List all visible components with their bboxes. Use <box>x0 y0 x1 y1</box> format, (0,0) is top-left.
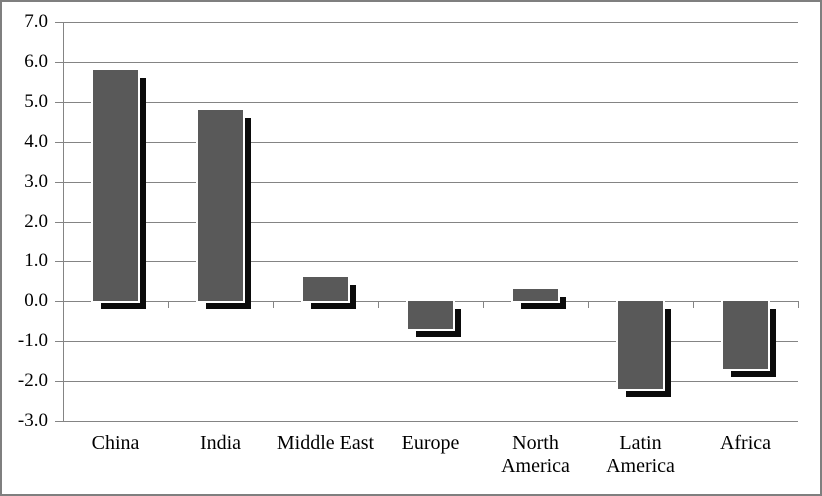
gridline <box>63 22 798 23</box>
x-axis-tick <box>168 301 169 309</box>
x-axis-tick <box>378 301 379 309</box>
x-axis-label-india: India <box>199 432 242 454</box>
y-axis-label: 7.0 <box>24 11 48 32</box>
x-axis-label-north-america: North America <box>501 432 570 477</box>
y-axis-tick <box>55 341 63 343</box>
x-axis-tick <box>63 301 64 309</box>
y-axis-tick <box>55 381 63 383</box>
y-axis-label: 5.0 <box>24 90 48 112</box>
y-axis-tick <box>55 61 63 63</box>
y-axis-label: -3.0 <box>17 410 48 431</box>
y-axis-label: 3.0 <box>24 170 48 192</box>
y-axis-tick <box>55 301 63 303</box>
gridline <box>63 341 798 343</box>
x-axis-label-latin-america: Latin America <box>606 432 675 477</box>
gridline <box>63 61 798 63</box>
y-axis-label: 0.0 <box>24 290 48 312</box>
bar-europe <box>408 301 453 330</box>
gridline <box>63 221 798 223</box>
y-axis-line <box>63 22 64 422</box>
y-axis-label: 1.0 <box>24 250 48 272</box>
x-axis-label-africa: Africa <box>719 432 772 454</box>
y-axis-tick <box>55 261 63 263</box>
y-axis-tick <box>55 421 63 422</box>
x-axis-tick <box>483 301 484 309</box>
bar-china <box>93 69 138 302</box>
gridline <box>63 101 798 103</box>
x-axis-tick <box>693 301 694 309</box>
y-axis-label: 2.0 <box>24 210 48 232</box>
x-axis-label-europe: Europe <box>401 432 460 454</box>
x-axis-label-china: China <box>91 432 140 454</box>
bar-north-america <box>513 289 558 302</box>
y-axis-tick <box>55 141 63 143</box>
y-axis-label: -2.0 <box>17 370 48 392</box>
x-axis-tick <box>798 301 799 309</box>
gridline <box>63 381 798 383</box>
bar-latin-america <box>618 301 663 390</box>
x-axis-tick <box>273 301 274 309</box>
gridline <box>63 261 798 263</box>
gridline <box>63 141 798 143</box>
y-axis-label: 6.0 <box>24 50 48 72</box>
bar-africa <box>723 301 768 370</box>
y-axis-label: 4.0 <box>24 130 48 152</box>
y-axis-label: -1.0 <box>17 330 48 352</box>
bar-india <box>198 109 243 302</box>
y-axis-tick <box>55 22 63 23</box>
y-axis-tick <box>55 101 63 103</box>
gridline <box>63 181 798 183</box>
y-axis-tick <box>55 181 63 183</box>
y-axis-tick <box>55 221 63 223</box>
gridline <box>63 421 798 422</box>
bar-middle-east <box>303 277 348 302</box>
x-axis-label-middle-east: Middle East <box>276 432 375 454</box>
x-axis-tick <box>588 301 589 309</box>
